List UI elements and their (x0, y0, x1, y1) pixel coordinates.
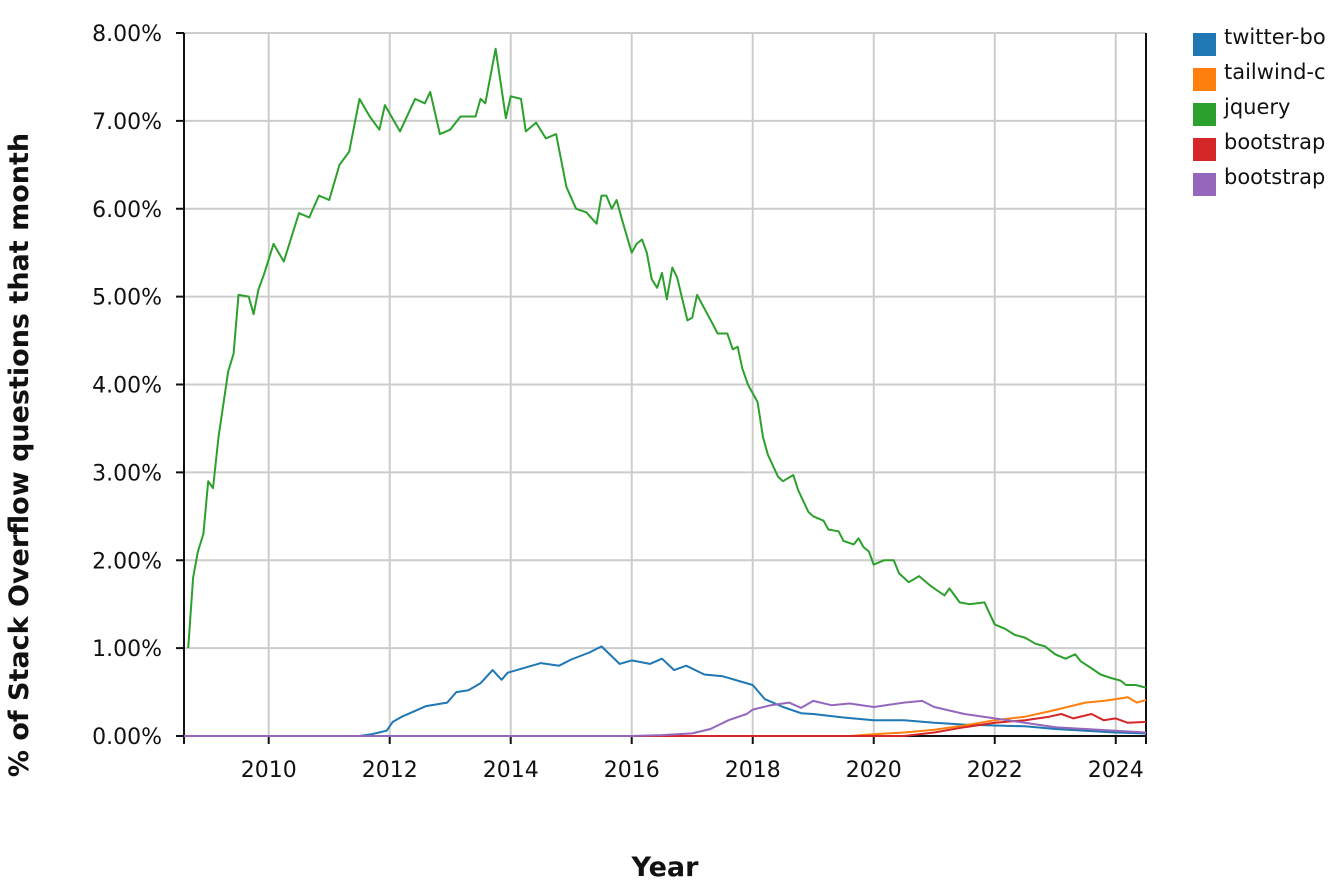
x-tick-label: 2020 (846, 758, 902, 783)
y-tick-label: 4.00% (92, 374, 162, 399)
y-tick-label: 6.00% (92, 198, 162, 223)
legend-label: jquery (1223, 95, 1290, 119)
grid (184, 32, 1146, 737)
y-tick-label: 7.00% (92, 110, 162, 135)
y-tick-label: 5.00% (92, 286, 162, 311)
legend-label: bootstrap (1224, 130, 1325, 154)
axes (183, 33, 1147, 744)
y-tick-label: 8.00% (92, 22, 162, 47)
series-line-jquery (187, 47, 1147, 689)
y-axis-ticks: 0.00% 1.00% 2.00% 3.00% 4.00% 5.00% 6.00% 7.00%… (92, 22, 184, 750)
x-axis-title: Year (631, 852, 700, 883)
x-tick-label: 2024 (1088, 758, 1144, 783)
y-axis-title: % of Stack Overflow questions that month (4, 133, 35, 777)
legend-swatch (1193, 138, 1216, 161)
legend-swatch (1193, 103, 1216, 126)
legend-swatch (1193, 68, 1216, 91)
x-tick-label: 2012 (362, 758, 418, 783)
x-tick-label: 2022 (967, 758, 1023, 783)
series-line-bootstrap-red (184, 713, 1147, 737)
legend: twitter-bo tailwind-c jquery bootstrap boots… (1193, 25, 1326, 196)
series-lines (184, 47, 1147, 737)
x-tick-label: 2018 (725, 758, 781, 783)
y-tick-label: 1.00% (92, 637, 162, 662)
x-tick-label: 2016 (604, 758, 660, 783)
legend-swatch (1193, 33, 1216, 56)
series-line-bootstrap-purple (184, 699, 1147, 737)
legend-swatch (1193, 173, 1216, 196)
series-line-twitter-bo (184, 645, 1147, 737)
x-tick-label: 2010 (241, 758, 297, 783)
legend-label: bootstrap (1224, 165, 1325, 189)
y-tick-label: 2.00% (92, 549, 162, 574)
y-tick-label: 3.00% (92, 461, 162, 486)
y-tick-label: 0.00% (92, 725, 162, 750)
legend-label: tailwind-c (1224, 60, 1326, 84)
series-line-tailwind-c (184, 696, 1147, 737)
legend-label: twitter-bo (1224, 25, 1326, 49)
x-axis-ticks: 2010 2012 2014 2016 2018 2020 2022 2024 (241, 736, 1144, 783)
x-tick-label: 2014 (483, 758, 539, 783)
